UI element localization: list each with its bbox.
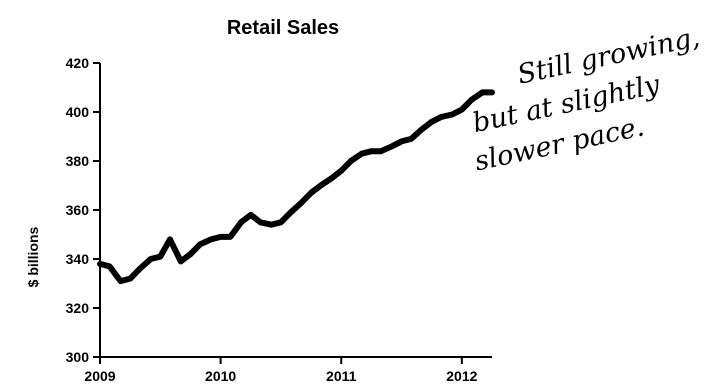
x-tick-label: 2010 — [205, 368, 236, 384]
y-ticks: 300 320 340 360 380 400 420 — [66, 55, 100, 365]
y-axis-label: $ billions — [25, 226, 41, 287]
y-tick-label: 320 — [66, 300, 90, 316]
x-tick-label: 2009 — [84, 368, 115, 384]
x-tick-label: 2011 — [326, 368, 357, 384]
y-tick-label: 380 — [66, 153, 90, 169]
handwritten-annotation: Still growing, but at slightly slower pa… — [470, 22, 703, 178]
y-tick-label: 420 — [66, 55, 90, 71]
x-tick-label: 2012 — [446, 368, 477, 384]
x-ticks: 2009 2010 2011 2012 — [84, 357, 478, 384]
y-tick-label: 300 — [66, 349, 90, 365]
chart-title: Retail Sales — [227, 17, 339, 39]
y-tick-label: 360 — [66, 202, 90, 218]
y-tick-label: 340 — [66, 251, 90, 267]
series-layer — [97, 89, 495, 285]
retail-sales-line — [97, 89, 495, 285]
y-tick-label: 400 — [66, 104, 90, 120]
